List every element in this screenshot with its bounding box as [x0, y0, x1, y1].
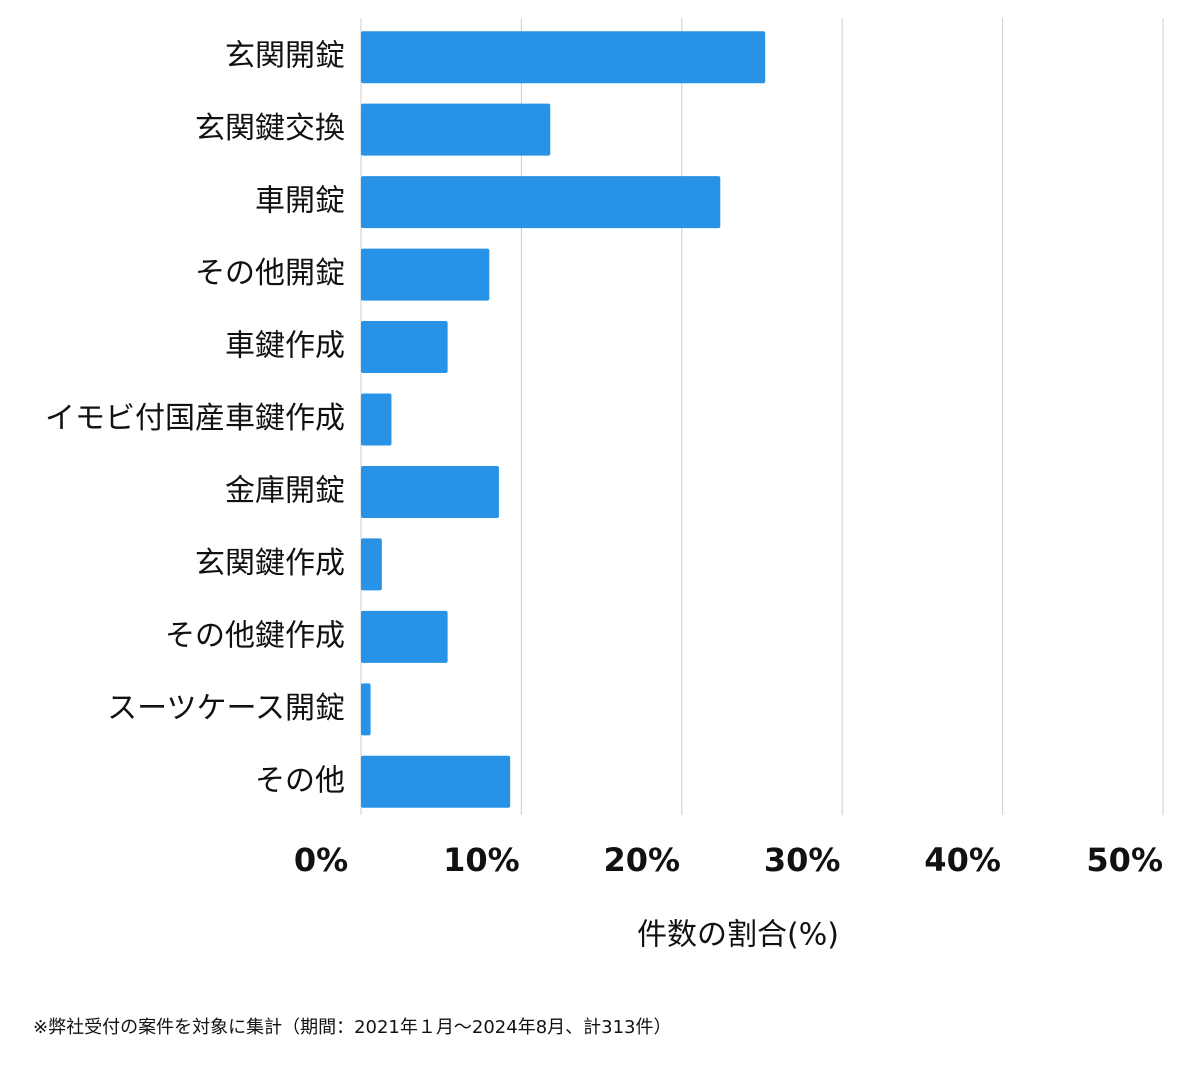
y-tick-label: 玄関開錠 — [225, 39, 345, 74]
y-tick-label: スーツケース開錠 — [107, 691, 345, 726]
y-tick-label: その他開錠 — [195, 256, 345, 291]
bar — [361, 755, 511, 808]
x-axis-title: 件数の割合(%) — [637, 918, 839, 953]
y-tick-label: 玄関鍵交換 — [195, 111, 345, 146]
y-tick-label: 玄関鍵作成 — [195, 546, 345, 581]
bar — [361, 31, 766, 84]
bar — [361, 321, 448, 374]
x-tick-label: 40% — [924, 841, 1001, 879]
y-tick-label: 車鍵作成 — [225, 329, 345, 364]
x-tick-label: 0% — [294, 841, 348, 879]
y-tick-label: その他 — [255, 763, 345, 798]
y-tick-label: 車開錠 — [255, 184, 345, 219]
x-tick-label: 50% — [1086, 841, 1163, 879]
x-tick-label: 30% — [764, 841, 841, 879]
bar — [361, 465, 499, 518]
x-tick-label: 10% — [443, 841, 520, 879]
footnote: ※弊社受付の案件を対象に集計（期間：2021年１月〜2024年8月、計313件） — [33, 1017, 672, 1038]
bar — [361, 538, 382, 591]
bar — [361, 176, 721, 229]
x-tick-label: 20% — [604, 841, 681, 879]
bar — [361, 610, 448, 663]
bar — [361, 683, 371, 736]
y-tick-label: 金庫開錠 — [225, 473, 345, 508]
bar — [361, 393, 392, 446]
bar — [361, 103, 551, 156]
y-tick-label: イモビ付国産車鍵作成 — [45, 401, 345, 436]
y-tick-label: その他鍵作成 — [165, 618, 345, 653]
bar — [361, 248, 490, 301]
